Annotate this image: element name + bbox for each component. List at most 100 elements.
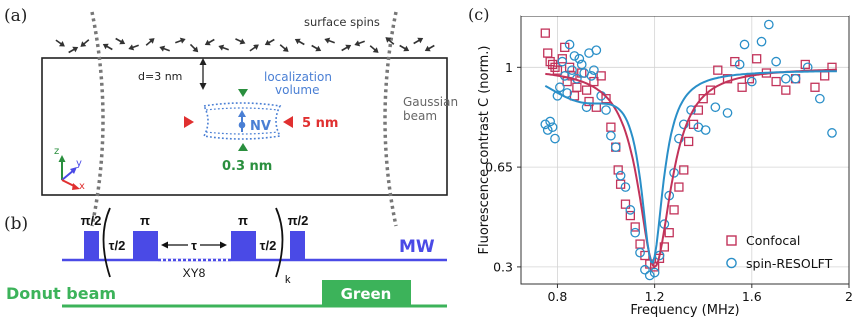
data-point-resolft xyxy=(610,142,621,152)
data-point-resolft xyxy=(700,125,711,135)
y-axis-head xyxy=(70,167,77,174)
data-point-resolft xyxy=(615,170,626,181)
surface-spin-icon xyxy=(279,44,289,52)
z-axis-head xyxy=(58,155,66,162)
chart-x-axis-label: Frequency (MHz) xyxy=(630,303,739,318)
chart-y-tick-label: 0.3 xyxy=(493,259,513,274)
data-point-resolft xyxy=(574,53,585,64)
tau-label: τ xyxy=(191,238,197,253)
nv-center-dot xyxy=(238,121,246,129)
y-axis xyxy=(61,169,75,181)
mw-pulse-pi-half-2 xyxy=(290,231,305,260)
data-point-confocal xyxy=(560,42,570,53)
data-point-confocal xyxy=(584,96,594,107)
data-point-confocal xyxy=(625,210,635,221)
data-point-resolft xyxy=(640,264,650,275)
chart-x-tick-label: 2 xyxy=(845,289,853,304)
data-point-confocal xyxy=(683,136,694,147)
data-point-resolft xyxy=(674,133,684,144)
data-point-confocal xyxy=(810,82,820,92)
data-point-confocal xyxy=(552,65,563,75)
data-point-confocal xyxy=(540,28,550,38)
data-point-resolft xyxy=(790,73,801,84)
surface-spin-icon xyxy=(68,46,79,54)
tau-arrow-right-head xyxy=(220,241,227,249)
surface-spin-icon xyxy=(424,44,435,52)
surface-spin-icon xyxy=(189,43,199,53)
panel-b: (b) π/2 π π π/2 τ/2 τ/2 τ XY8 k MW Green… xyxy=(4,207,447,308)
data-point-resolft xyxy=(586,71,597,81)
data-point-resolft xyxy=(545,116,556,127)
data-point-resolft xyxy=(589,65,599,76)
legend-label-resolft: spin-RESOLFT xyxy=(746,256,833,271)
data-point-confocal xyxy=(557,54,567,64)
data-point-confocal xyxy=(601,94,611,104)
surface-spins xyxy=(55,37,435,54)
data-point-confocal xyxy=(674,182,684,192)
data-point-confocal xyxy=(820,71,830,81)
gaussian-beam-left xyxy=(90,11,105,227)
data-point-confocal xyxy=(613,165,623,175)
chart-y-axis-label: Fluorescence contrast C (norm.) xyxy=(477,46,492,255)
surface-spin-icon xyxy=(311,44,322,52)
data-point-confocal xyxy=(688,119,699,129)
data-point-resolft xyxy=(710,102,721,113)
data-point-confocal xyxy=(781,85,791,95)
data-point-resolft xyxy=(625,205,636,215)
data-point-confocal xyxy=(640,250,650,261)
chart-y-tick-label: 1 xyxy=(505,60,513,75)
data-point-resolft xyxy=(564,39,575,50)
coordinate-axes: z y x xyxy=(54,146,85,192)
data-point-confocal xyxy=(664,228,674,238)
data-point-confocal xyxy=(620,199,631,209)
green-pulse xyxy=(322,280,411,306)
panel-a: (a) surface spins d=3 nm localization vo… xyxy=(4,6,458,227)
data-point-resolft xyxy=(630,227,641,238)
left-parenthesis xyxy=(102,207,111,278)
data-point-resolft xyxy=(771,56,781,67)
surface-spin-icon xyxy=(264,38,275,46)
data-point-resolft xyxy=(576,59,587,70)
data-point-resolft xyxy=(734,59,745,70)
surface-spin-icon xyxy=(204,38,215,46)
panel-a-label: (a) xyxy=(4,6,27,26)
data-point-confocal xyxy=(547,59,558,70)
data-point-resolft xyxy=(567,65,577,76)
data-point-resolft xyxy=(780,73,791,84)
data-point-confocal xyxy=(722,74,733,84)
data-point-confocal xyxy=(596,71,606,81)
data-point-confocal xyxy=(606,122,616,132)
pi-half-label-1: π/2 xyxy=(81,213,102,228)
localization-volume-inner-bottom xyxy=(205,131,279,135)
x-axis-label: x xyxy=(79,181,85,192)
localization-label-1: localization xyxy=(264,70,332,84)
data-point-confocal xyxy=(572,82,582,92)
depth-arrow-head-up xyxy=(199,58,207,65)
surface-spin-icon xyxy=(55,39,65,47)
data-point-resolft xyxy=(557,56,568,67)
data-point-confocal xyxy=(589,76,599,87)
data-point-resolft xyxy=(620,182,631,192)
data-point-confocal xyxy=(771,76,781,87)
fit-curve-spin-resolft xyxy=(544,70,837,265)
data-point-resolft xyxy=(555,82,565,93)
data-point-resolft xyxy=(550,133,560,144)
localization-volume-inner-top xyxy=(205,107,279,111)
surface-spin-icon xyxy=(249,44,259,52)
beam-label-2: beam xyxy=(403,109,437,123)
data-point-resolft xyxy=(644,270,655,281)
data-point-resolft xyxy=(739,39,750,50)
lateral-size-label: 5 nm xyxy=(302,116,338,131)
surface-spin-icon xyxy=(341,44,352,52)
chart-legend: Confocal spin-RESOLFT xyxy=(726,233,833,271)
data-point-resolft xyxy=(722,108,733,118)
data-point-resolft xyxy=(678,119,689,130)
repeat-k-label: k xyxy=(285,274,291,286)
axial-marker-bottom xyxy=(238,143,248,151)
chart-axes: 0.8 1.2 1.6 2 0.3 0.65 1 xyxy=(485,60,853,304)
donut-beam-label: Donut beam xyxy=(6,284,116,303)
data-point-confocal xyxy=(744,74,755,84)
data-point-confocal xyxy=(567,71,577,81)
z-axis-label: z xyxy=(54,146,59,157)
series-spin-resolft xyxy=(540,19,837,281)
